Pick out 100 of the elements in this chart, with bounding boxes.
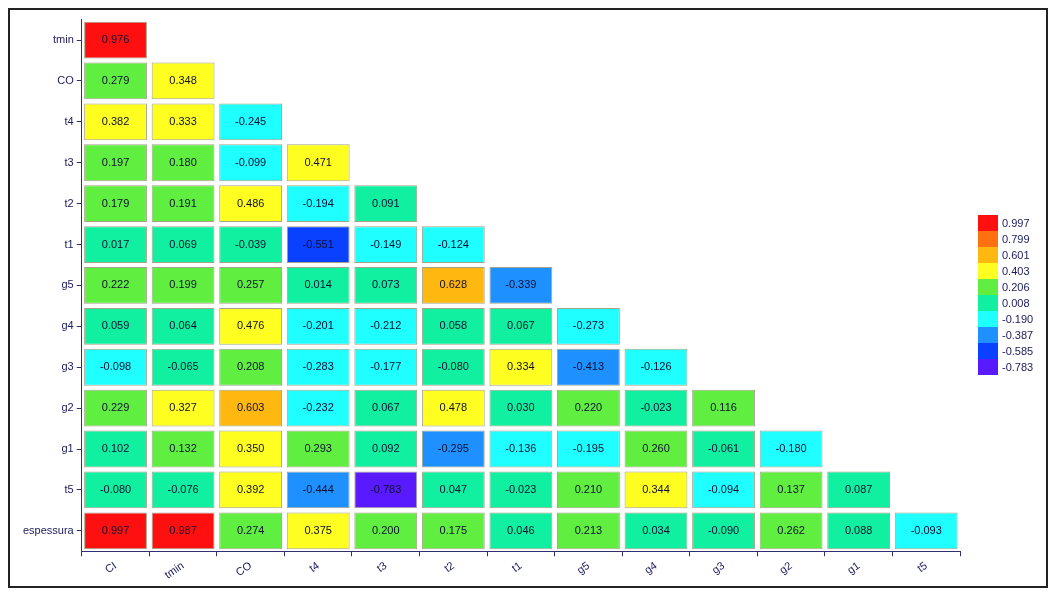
data-label: 0.229 xyxy=(101,401,130,414)
x-tick-label: t1 xyxy=(509,558,524,575)
color-bar-label: 0.206 xyxy=(1002,281,1030,293)
data-label: -0.783 xyxy=(370,482,402,495)
data-label: -0.180 xyxy=(775,442,807,455)
x-tick-label: t3 xyxy=(374,558,389,575)
data-label: 0.073 xyxy=(371,278,400,291)
data-label: 0.087 xyxy=(844,482,873,495)
data-label: -0.273 xyxy=(572,319,605,332)
color-bar-label: 0.799 xyxy=(1002,233,1030,245)
data-label: -0.098 xyxy=(99,360,132,373)
data-label: 0.976 xyxy=(101,33,130,46)
y-tick-label: t3 xyxy=(64,155,74,168)
color-bar-label: 0.008 xyxy=(1002,297,1030,309)
data-label: 0.257 xyxy=(236,278,265,291)
data-label: 0.137 xyxy=(777,482,805,495)
data-label: 0.088 xyxy=(844,523,873,536)
data-label: -0.093 xyxy=(910,523,942,536)
color-bar-label: 0.403 xyxy=(1002,265,1030,277)
data-label: 0.046 xyxy=(507,523,535,536)
data-label: -0.136 xyxy=(505,442,537,455)
color-bar-label: -0.387 xyxy=(1002,329,1034,341)
data-label: 0.274 xyxy=(236,523,265,536)
data-label: 0.030 xyxy=(507,401,535,414)
data-label: 0.199 xyxy=(169,278,197,291)
y-tick-label: t2 xyxy=(64,196,74,209)
color-bar-label: -0.190 xyxy=(1002,313,1034,325)
data-label: 0.260 xyxy=(642,442,670,455)
y-tick-label: CO xyxy=(57,73,75,86)
data-label: -0.149 xyxy=(370,237,402,250)
data-label: -0.195 xyxy=(572,442,605,455)
data-label: -0.245 xyxy=(235,114,267,127)
x-tick-label: g5 xyxy=(574,558,592,576)
data-label: -0.212 xyxy=(370,319,402,332)
data-label: 0.478 xyxy=(439,401,468,414)
data-label: -0.039 xyxy=(235,237,267,250)
x-tick-label: g4 xyxy=(641,558,659,576)
y-tick-label: espessura xyxy=(22,523,75,536)
data-label: 0.603 xyxy=(236,401,265,414)
data-label: 0.213 xyxy=(574,523,603,536)
data-label: 0.064 xyxy=(169,319,197,332)
x-tick-label: CO xyxy=(233,558,254,579)
data-label: 0.208 xyxy=(236,360,265,373)
data-label: 0.344 xyxy=(642,482,670,495)
data-label: 0.327 xyxy=(169,401,197,414)
data-label: 0.200 xyxy=(371,523,400,536)
data-label: 0.375 xyxy=(304,523,332,536)
data-label: -0.413 xyxy=(572,360,605,373)
data-label: -0.061 xyxy=(707,442,740,455)
x-tick-label: t2 xyxy=(441,558,457,575)
data-label: 0.017 xyxy=(101,237,130,250)
data-label: 0.279 xyxy=(101,73,130,86)
data-label: 0.067 xyxy=(507,319,535,332)
data-label: -0.080 xyxy=(99,482,132,495)
y-tick-label: t5 xyxy=(64,482,74,495)
y-tick-label: g1 xyxy=(61,442,74,455)
data-label: 0.997 xyxy=(101,523,130,536)
x-tick-label: g2 xyxy=(777,558,794,576)
data-label: -0.023 xyxy=(505,482,537,495)
data-label: 0.092 xyxy=(371,442,400,455)
data-label: 0.471 xyxy=(304,155,332,168)
y-tick-label: g4 xyxy=(61,319,74,332)
color-bar-label: -0.585 xyxy=(1002,345,1034,357)
color-bar-label: -0.783 xyxy=(1002,361,1034,373)
data-label: 0.197 xyxy=(101,155,130,168)
color-bar-label: 0.601 xyxy=(1002,249,1030,261)
data-label: -0.076 xyxy=(167,482,199,495)
data-label: -0.339 xyxy=(505,278,537,291)
data-label: 0.091 xyxy=(371,196,400,209)
data-label: -0.283 xyxy=(302,360,334,373)
data-label: 0.058 xyxy=(439,319,468,332)
data-label: -0.201 xyxy=(302,319,334,332)
color-bar-label: 0.997 xyxy=(1002,217,1030,229)
data-label: -0.080 xyxy=(437,360,469,373)
data-label: 0.476 xyxy=(236,319,265,332)
data-label: -0.023 xyxy=(640,401,672,414)
data-label: -0.194 xyxy=(302,196,334,209)
data-label: -0.099 xyxy=(235,155,267,168)
y-tick-label: g3 xyxy=(61,360,74,373)
data-label: 0.333 xyxy=(169,114,197,127)
data-label: 0.047 xyxy=(439,482,468,495)
data-label: 0.987 xyxy=(169,523,197,536)
x-tick-label: t5 xyxy=(914,558,930,575)
y-tick-label: t1 xyxy=(64,237,74,250)
data-label: 0.067 xyxy=(371,401,400,414)
data-label: 0.180 xyxy=(169,155,197,168)
data-label: 0.034 xyxy=(642,523,670,536)
data-label: 0.334 xyxy=(507,360,535,373)
data-label: 0.222 xyxy=(101,278,130,291)
data-label: 0.102 xyxy=(101,442,130,455)
x-tick-label: g3 xyxy=(709,558,727,576)
data-label: -0.124 xyxy=(437,237,469,250)
x-tick-label: g1 xyxy=(844,558,862,576)
data-label: -0.444 xyxy=(302,482,334,495)
data-label: 0.175 xyxy=(439,523,468,536)
y-tick-label: g2 xyxy=(61,401,74,414)
data-label: 0.059 xyxy=(101,319,130,332)
data-label: -0.065 xyxy=(167,360,199,373)
data-label: 0.220 xyxy=(574,401,603,414)
data-label: -0.090 xyxy=(707,523,740,536)
